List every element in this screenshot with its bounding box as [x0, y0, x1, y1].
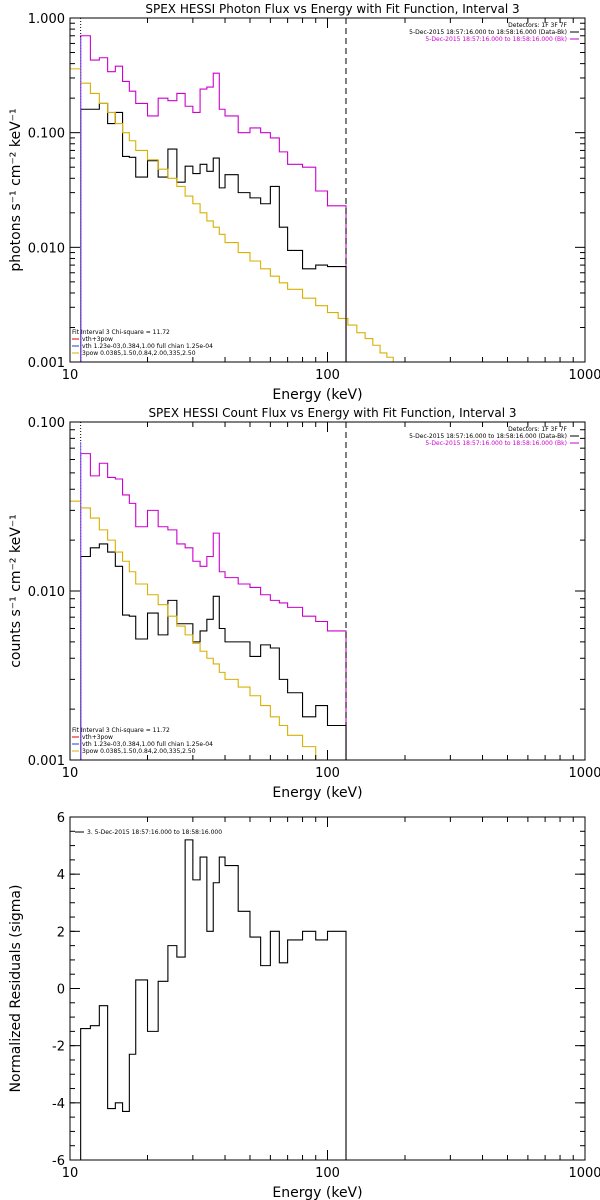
count-ytick-label: 0.010: [28, 585, 65, 600]
count-fit-info-text: Fit Interval 3 Chi-square = 11.72: [72, 727, 170, 734]
count-series-1: [80, 543, 347, 760]
photon-fit-info-text: Fit Interval 3 Chi-square = 11.72: [72, 329, 170, 336]
resid-ytick-label: 2: [57, 925, 65, 940]
count-series-0: [80, 453, 347, 760]
photon-legend-text: Detectors: 1F 3F 7F: [508, 22, 567, 29]
resid-legend-text: 3. 5-Dec-2015 18:57:16.000 to 18:58:16.0…: [87, 829, 222, 836]
photon-xtick-label: 1000: [568, 368, 600, 383]
count-fit-info-text: 3pow 0.0385,1.50,0.84,2.00,335,2.50: [82, 748, 196, 755]
photon-ytick-label: 0.010: [28, 241, 65, 256]
count-series-group: [70, 453, 347, 760]
photon-legend-text: 5-Dec-2015 18:57:16.000 to 18:58:16.000 …: [409, 29, 567, 36]
photon-title: SPEX HESSI Photon Flux vs Energy with Fi…: [145, 2, 519, 16]
count-xtick-label: 100: [315, 766, 340, 781]
photon-xtick-label: 100: [315, 368, 340, 383]
photon-series-0: [80, 35, 347, 362]
photon-series-2: [70, 63, 394, 362]
resid-panel: 10 100 1000 -6 -4 -2 0 2 4 6 Energy (keV) Normalize…: [8, 811, 600, 1200]
count-fit-info-text: vth 1.23e-03,0.384,1.00 full chian 1.25e…: [82, 741, 213, 748]
resid-xlabel: Energy (keV): [272, 1185, 362, 1200]
resid-xtick-label: 100: [315, 1166, 340, 1181]
photon-legend-text: 5-Dec-2015 18:57:16.000 to 18:58:16.000 …: [425, 36, 567, 43]
resid-xtick-label: 1000: [568, 1166, 600, 1181]
count-series-2: [70, 500, 328, 760]
count-xlabel: Energy (keV): [272, 785, 362, 801]
photon-ytick-label: 0.001: [28, 356, 65, 371]
photon-fit-info-text: 3pow 0.0385,1.50,0.84,2.00,335,2.50: [82, 350, 196, 357]
photon-series-1: [80, 102, 347, 362]
count-legend-text: 5-Dec-2015 18:57:16.000 to 18:58:16.000 …: [409, 433, 567, 440]
count-ylabel: counts s⁻¹ cm⁻² keV⁻¹: [8, 514, 24, 668]
resid-ylabel: Normalized Residuals (sigma): [8, 885, 24, 1093]
resid-ytick-label: -4: [52, 1097, 65, 1112]
photon-xtick-label: 10: [62, 368, 79, 383]
photon-fit-info-text: vth+3pow: [82, 336, 113, 343]
count-fit-info-text: vth+3pow: [82, 734, 113, 741]
resid-series-group: [80, 839, 347, 1160]
resid-ytick-label: -2: [52, 1040, 65, 1055]
count-legend-text: Detectors: 1F 3F 7F: [508, 426, 567, 433]
count-xtick-label: 10: [62, 766, 79, 781]
count-ytick-label: 0.001: [28, 754, 65, 769]
resid-ytick-label: 6: [57, 811, 65, 826]
count-title: SPEX HESSI Count Flux vs Energy with Fit…: [148, 406, 516, 420]
resid-series-0: [80, 839, 347, 1160]
count-legend-text: 5-Dec-2015 18:57:16.000 to 18:58:16.000 …: [425, 440, 567, 447]
photon-ytick-label: 1.000: [28, 12, 65, 27]
photon-xlabel: Energy (keV): [272, 387, 362, 403]
photon-panel: SPEX HESSI Photon Flux vs Energy with Fi…: [8, 2, 600, 403]
photon-fit-info-text: vth 1.23e-03,0.384,1.00 full chian 1.25e…: [82, 343, 213, 350]
count-panel: SPEX HESSI Count Flux vs Energy with Fit…: [8, 406, 600, 801]
resid-xtick-label: 10: [62, 1166, 79, 1181]
resid-ytick-label: 0: [57, 983, 65, 998]
count-xtick-label: 1000: [568, 766, 600, 781]
photon-series-group: [70, 35, 394, 362]
count-ytick-label: 0.100: [28, 416, 65, 431]
resid-ytick-label: 4: [57, 868, 65, 883]
resid-ytick-label: -6: [52, 1154, 65, 1169]
photon-ylabel: photons s⁻¹ cm⁻² keV⁻¹: [8, 108, 24, 271]
photon-ytick-label: 0.100: [28, 127, 65, 142]
